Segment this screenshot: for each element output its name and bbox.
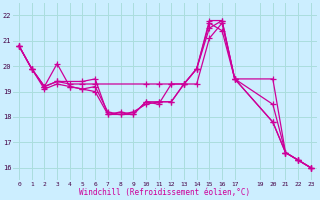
X-axis label: Windchill (Refroidissement éolien,°C): Windchill (Refroidissement éolien,°C) (79, 188, 251, 197)
